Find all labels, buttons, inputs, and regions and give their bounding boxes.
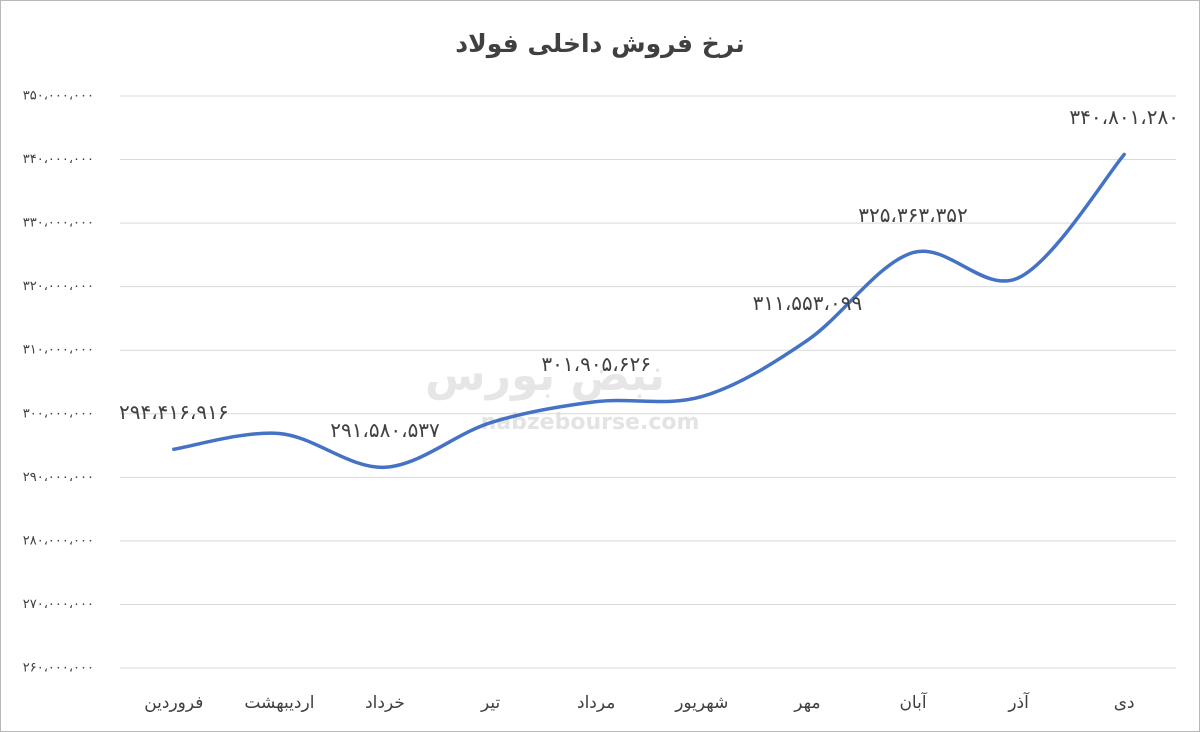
data-label: ۳۴۰،۸۰۱،۲۸۰	[1069, 105, 1179, 129]
x-tick-label: مهر	[793, 693, 820, 713]
y-tick-label: ۳۱۰،۰۰۰،۰۰۰	[23, 343, 94, 358]
data-label: ۲۹۱،۵۸۰،۵۳۷	[330, 418, 440, 442]
x-tick-label: دی	[1114, 693, 1135, 713]
y-tick-label: ۳۰۰،۰۰۰،۰۰۰	[23, 406, 94, 421]
x-tick-label: شهریور	[674, 693, 728, 713]
x-tick-label: فروردین	[144, 693, 203, 713]
x-tick-label: خرداد	[365, 693, 405, 713]
chart-title: نرخ فروش داخلی فولاد	[455, 29, 744, 59]
y-tick-label: ۲۶۰،۰۰۰،۰۰۰	[23, 661, 94, 676]
y-tick-label: ۲۹۰،۰۰۰،۰۰۰	[23, 470, 94, 485]
x-tick-label: آذر	[1007, 691, 1030, 713]
data-label: ۲۹۴،۴۱۶،۹۱۶	[119, 400, 229, 424]
line	[172, 152, 1126, 470]
x-tick-label: تیر	[480, 693, 501, 713]
data-label: ۳۰۱،۹۰۵،۶۲۶	[541, 352, 651, 376]
y-tick-label: ۳۵۰،۰۰۰،۰۰۰	[23, 89, 94, 104]
y-tick-label: ۳۳۰،۰۰۰،۰۰۰	[23, 216, 94, 231]
data-label: ۳۲۵،۳۶۳،۳۵۲	[858, 203, 968, 227]
x-tick-label: مرداد	[577, 693, 615, 713]
watermark-logo: نبض بورس	[425, 350, 665, 401]
y-tick-label: ۲۸۰،۰۰۰،۰۰۰	[23, 533, 94, 548]
data-label: ۳۱۱،۵۵۳،۰۹۹	[753, 291, 863, 315]
y-tick-label: ۲۷۰،۰۰۰،۰۰۰	[23, 597, 94, 612]
y-tick-label: ۳۲۰،۰۰۰،۰۰۰	[23, 279, 94, 294]
y-tick-label: ۳۴۰،۰۰۰،۰۰۰	[23, 152, 94, 167]
x-tick-label: آبان	[899, 691, 927, 713]
x-tick-label: اردیبهشت	[244, 693, 314, 713]
